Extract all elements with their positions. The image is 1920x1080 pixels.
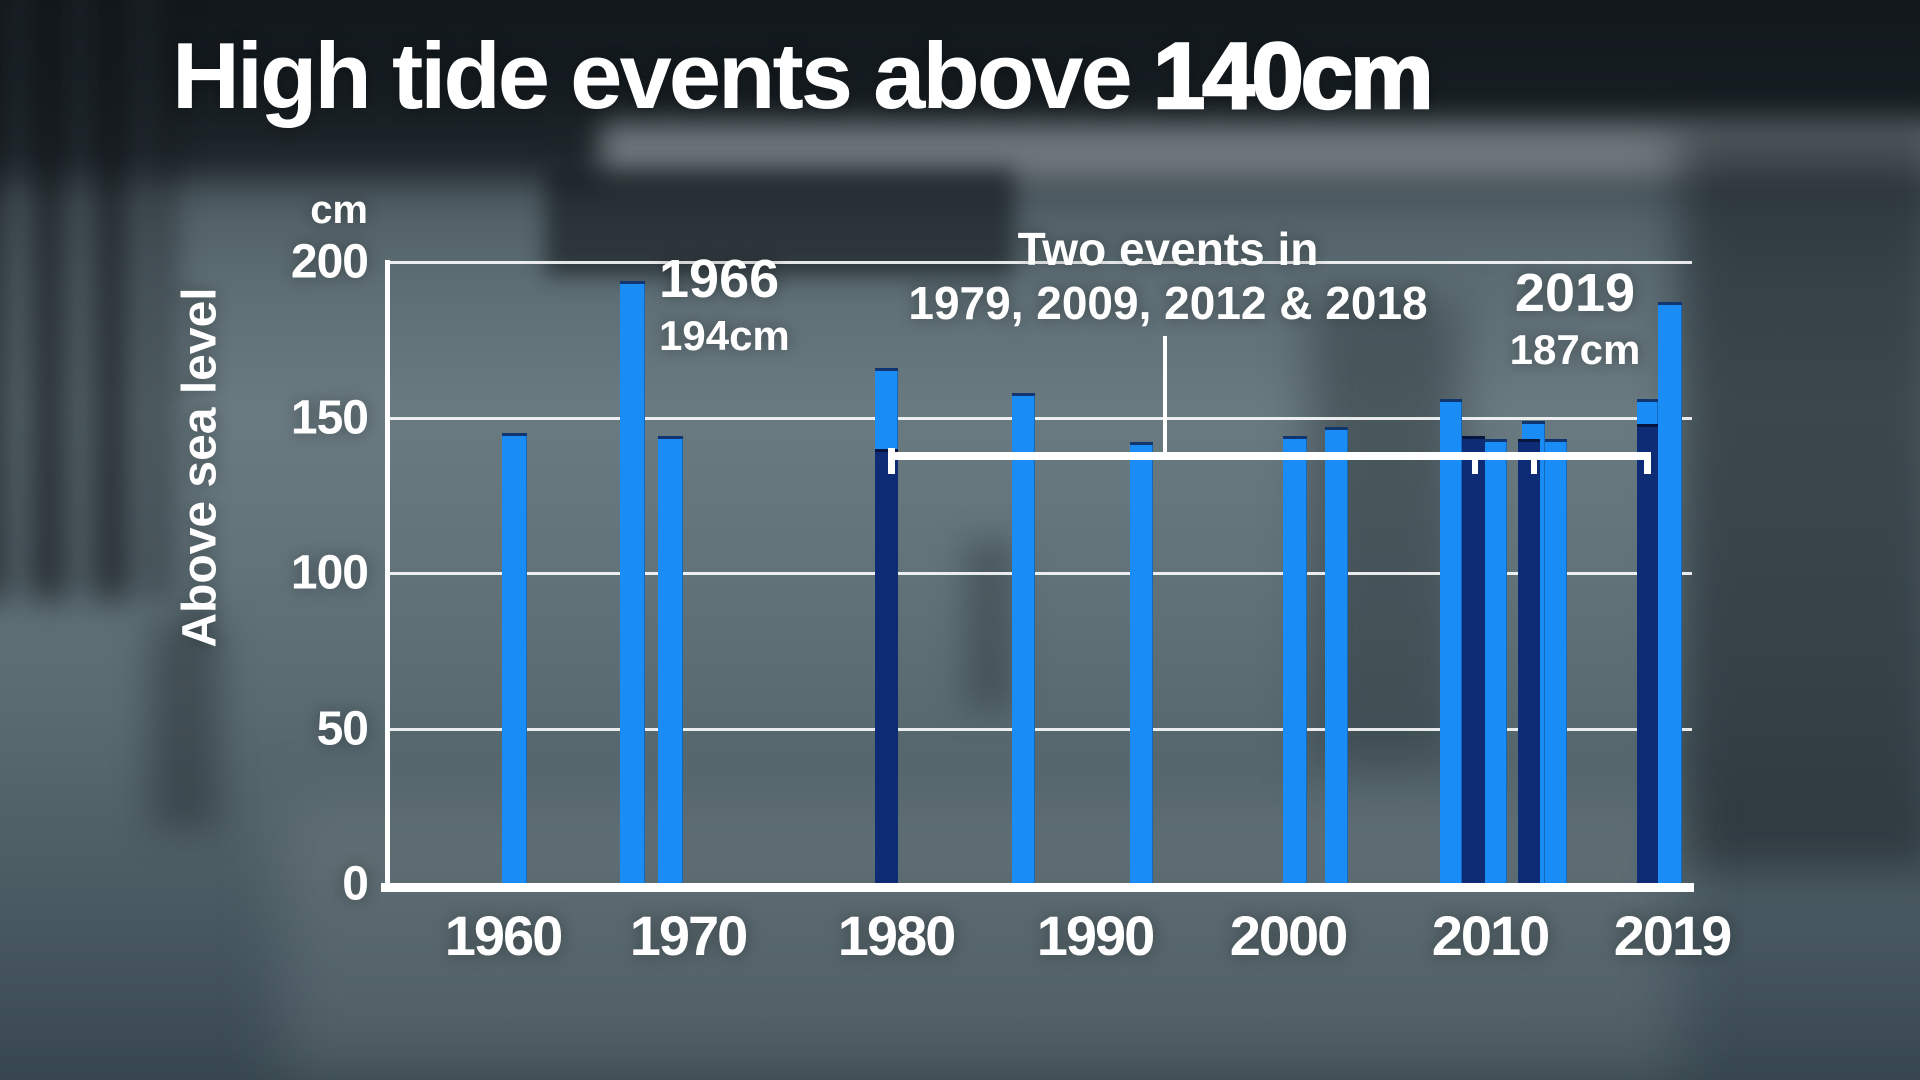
bg-light-horizon-band — [600, 122, 1920, 180]
page-title: High tide events above 140cm — [172, 22, 1435, 130]
x-tick-label-2000: 2000 — [1229, 904, 1349, 967]
y-tick-label-150: 150 — [290, 391, 369, 444]
bracket-left-hook — [888, 448, 895, 474]
bar-2019-187cm — [1658, 302, 1682, 884]
bracket-tick-1 — [1531, 452, 1537, 474]
y-axis-title: Above sea level — [173, 287, 227, 648]
bar-1986-158cm — [1012, 393, 1035, 884]
bar-1960-145cm — [502, 433, 527, 884]
x-tick-label-2010: 2010 — [1431, 904, 1551, 967]
two-events-bracket-line — [888, 452, 1651, 460]
bar-2018-148cm — [1637, 424, 1658, 884]
bar-1966-194cm — [620, 281, 645, 884]
gridline-50 — [385, 727, 1692, 731]
bar-2012-143cm — [1518, 439, 1540, 884]
bar-2000-144cm — [1283, 436, 1307, 884]
bracket-tick-0 — [1472, 452, 1478, 474]
x-tick-label-2019: 2019 — [1613, 904, 1733, 967]
x-tick-label-1970: 1970 — [629, 904, 749, 967]
bar-2008-156cm — [1440, 399, 1462, 884]
annotation-2019-value: 187cm — [1509, 326, 1641, 373]
gridline-100 — [385, 572, 1692, 575]
bg-left-columns — [0, 0, 170, 600]
y-tick-label-50: 50 — [316, 702, 369, 755]
bar-1968-144cm — [658, 436, 683, 884]
bar-1992-142cm — [1130, 442, 1153, 884]
bg-right-column — [1680, 130, 1920, 870]
annotation-1966-year: 1966 — [659, 249, 780, 309]
y-axis-line — [385, 260, 390, 892]
two-events-pointer-line — [1163, 336, 1167, 460]
x-axis-baseline — [381, 883, 1694, 892]
bar-2002-147cm — [1325, 427, 1348, 884]
x-tick-label-1990: 1990 — [1036, 904, 1156, 967]
x-tick-label-1960: 1960 — [444, 904, 564, 967]
annotation-2019: 2019 187cm — [1490, 262, 1660, 374]
bar-1979-140cm — [875, 449, 898, 884]
bg-figure-blob-2 — [965, 540, 1015, 710]
bar-2009-144cm — [1462, 436, 1485, 884]
title-text: High tide events above — [172, 23, 1153, 128]
y-axis-unit: cm — [310, 188, 368, 232]
bar-2009-143cm — [1485, 439, 1507, 884]
annotation-two-events-line2: 1979, 2009, 2012 & 2018 — [908, 277, 1428, 329]
title-highlight: 140cm — [1152, 22, 1435, 130]
annotation-two-events: Two events in 1979, 2009, 2012 & 2018 — [880, 222, 1456, 330]
y-tick-label-100: 100 — [290, 546, 369, 600]
annotation-1966: 1966 194cm — [659, 248, 790, 360]
gridline-150 — [385, 416, 1692, 420]
x-tick-label-1980: 1980 — [837, 904, 957, 967]
bar-2013-143cm — [1545, 439, 1567, 884]
y-tick-label-0: 0 — [342, 857, 369, 911]
bracket-right-hook — [1644, 452, 1651, 474]
y-tick-label-200: 200 — [290, 235, 369, 289]
annotation-2019-year: 2019 — [1514, 263, 1636, 323]
gridline-200 — [385, 261, 1692, 264]
annotation-1966-value: 194cm — [659, 312, 790, 359]
annotation-two-events-line1: Two events in — [1017, 223, 1319, 275]
